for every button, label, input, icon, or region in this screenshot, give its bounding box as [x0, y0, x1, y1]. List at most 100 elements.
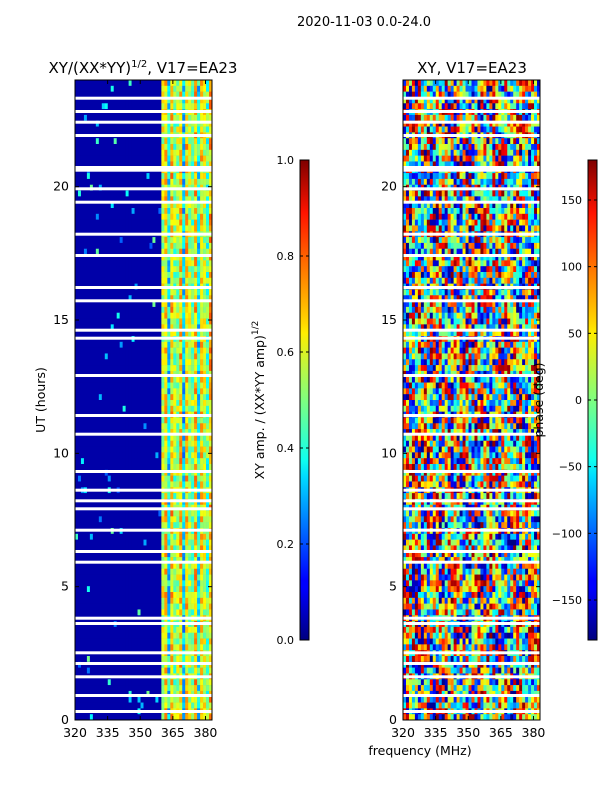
amplitude-cell	[104, 318, 109, 325]
amplitude-cell	[146, 632, 150, 639]
amplitude-cell	[176, 242, 180, 250]
amplitude-cell	[197, 149, 201, 156]
amplitude-cell	[173, 481, 177, 488]
amplitude-cell	[119, 522, 123, 529]
amplitude-cell	[176, 161, 180, 168]
amplitude-cell	[197, 539, 201, 546]
amplitude-cell	[86, 161, 91, 168]
amplitude-cell	[80, 603, 85, 610]
amplitude-cell	[161, 254, 165, 261]
amplitude-cell	[110, 516, 115, 523]
amplitude-cell	[179, 359, 183, 366]
amplitude-cell	[116, 173, 120, 180]
amplitude-cell	[200, 318, 204, 325]
amplitude-cell	[80, 400, 85, 407]
amplitude-cell	[167, 464, 171, 471]
amplitude-cell	[110, 429, 115, 436]
amplitude-cell	[146, 208, 150, 215]
amplitude-cell	[86, 347, 91, 354]
amplitude-cell	[134, 388, 138, 395]
amplitude-cell	[83, 574, 88, 581]
amplitude-cell	[101, 644, 106, 651]
amplitude-cell	[140, 475, 144, 482]
amplitude-cell	[140, 277, 144, 284]
amplitude-cell	[155, 85, 159, 92]
amplitude-cell	[197, 202, 201, 209]
amplitude-cell	[191, 609, 195, 616]
amplitude-cell	[95, 248, 100, 255]
amplitude-cell	[146, 126, 150, 133]
amplitude-cell	[119, 405, 123, 412]
amplitude-cell	[203, 533, 207, 540]
amplitude-cell	[92, 347, 97, 354]
amplitude-cell	[164, 510, 168, 517]
amplitude-cell	[209, 219, 213, 226]
amplitude-cell	[158, 562, 162, 570]
amplitude-cell	[164, 400, 168, 407]
amplitude-cell	[179, 417, 183, 424]
amplitude-cell	[173, 237, 177, 244]
amplitude-cell	[110, 277, 115, 284]
amplitude-cell	[209, 202, 213, 209]
amplitude-cell	[194, 341, 198, 348]
amplitude-cell	[110, 120, 115, 127]
amplitude-cell	[86, 685, 91, 692]
amplitude-cell	[134, 324, 138, 331]
amplitude-cell	[92, 446, 97, 453]
amplitude-cell	[140, 545, 144, 552]
amplitude-cell	[179, 522, 183, 529]
amplitude-cell	[191, 138, 195, 145]
amplitude-cell	[107, 522, 112, 529]
amplitude-cell	[83, 242, 88, 250]
amplitude-cell	[179, 679, 183, 686]
amplitude-cell	[140, 493, 144, 500]
amplitude-cell	[125, 434, 129, 442]
amplitude-cell	[152, 144, 156, 151]
amplitude-cell	[77, 202, 82, 209]
amplitude-cell	[155, 452, 159, 459]
amplitude-cell	[80, 208, 85, 215]
amplitude-cell	[149, 592, 153, 599]
amplitude-cell	[191, 97, 195, 104]
amplitude-cell	[125, 382, 129, 389]
amplitude-cell	[206, 330, 210, 337]
amplitude-cell	[197, 574, 201, 581]
amplitude-cell	[209, 138, 213, 145]
amplitude-cell	[197, 144, 201, 151]
amplitude-cell	[92, 429, 97, 436]
amplitude-cell	[143, 597, 147, 604]
amplitude-cell	[77, 318, 82, 325]
amplitude-cell	[152, 289, 156, 296]
amplitude-cell	[86, 341, 91, 348]
amplitude-cell	[128, 597, 132, 604]
amplitude-cell	[164, 644, 168, 651]
amplitude-cell	[164, 690, 168, 698]
amplitude-cell	[149, 690, 153, 698]
amplitude-cell	[77, 522, 82, 529]
amplitude-cell	[107, 341, 112, 348]
amplitude-cell	[104, 429, 109, 436]
amplitude-cell	[92, 237, 97, 244]
amplitude-cell	[86, 272, 91, 279]
amplitude-cell	[122, 656, 126, 663]
amplitude-cell	[188, 120, 192, 127]
amplitude-cell	[149, 120, 153, 127]
amplitude-cell	[95, 557, 100, 564]
amplitude-cell	[200, 289, 204, 296]
amplitude-cell	[173, 202, 177, 209]
amplitude-cell	[110, 382, 115, 389]
amplitude-cell	[98, 376, 103, 383]
amplitude-cell	[149, 155, 153, 162]
amplitude-cell	[104, 446, 109, 453]
amplitude-cell	[176, 493, 180, 500]
amplitude-cell	[75, 85, 79, 92]
amplitude-cell	[191, 516, 195, 523]
amplitude-cell	[89, 592, 94, 599]
amplitude-cell	[77, 452, 82, 459]
amplitude-cell	[143, 580, 147, 587]
amplitude-cell	[128, 679, 132, 686]
amplitude-cell	[197, 161, 201, 168]
amplitude-cell	[191, 493, 195, 500]
amplitude-cell	[143, 696, 147, 703]
amplitude-cell	[143, 370, 147, 378]
